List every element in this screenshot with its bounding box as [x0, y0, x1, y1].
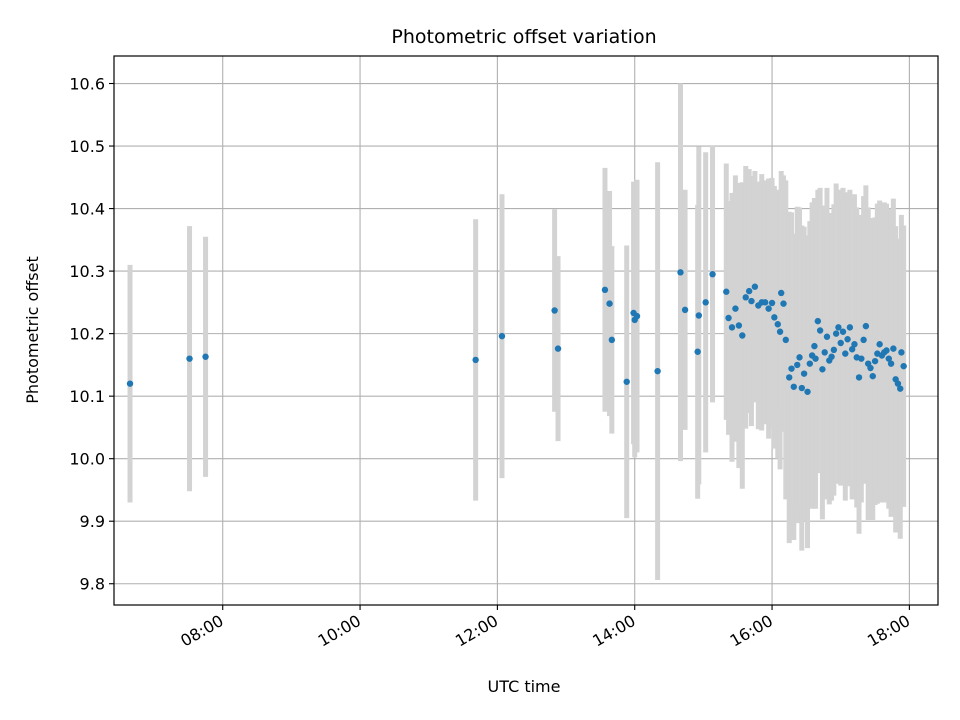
- y-tick-label: 9.8: [80, 575, 105, 594]
- data-point: [709, 271, 716, 278]
- data-point: [798, 384, 806, 392]
- data-point: [897, 385, 904, 392]
- data-point: [761, 299, 769, 306]
- tick-layer: 08:00 10:00 12:00 14:00 16:00 18:009.89.910.0…: [69, 75, 913, 651]
- data-point: [790, 383, 797, 390]
- data-point: [898, 349, 905, 356]
- data-point: [771, 314, 778, 321]
- data-point: [846, 324, 854, 331]
- data-point: [887, 360, 895, 367]
- x-axis-label: UTC time: [488, 677, 561, 696]
- data-point: [800, 370, 808, 377]
- y-axis-label: Photometric offset: [23, 256, 42, 404]
- data-point: [554, 345, 562, 352]
- data-point: [844, 336, 851, 343]
- data-point: [732, 305, 739, 312]
- data-point: [837, 339, 844, 347]
- data-point: [788, 365, 795, 372]
- data-point: [828, 353, 835, 360]
- data-point: [885, 355, 892, 362]
- data-point: [768, 299, 776, 307]
- data-point: [890, 345, 897, 352]
- data-point: [126, 380, 134, 387]
- y-tick-label: 10.5: [69, 137, 105, 156]
- data-point: [751, 283, 759, 290]
- data-point: [794, 361, 801, 369]
- data-point: [677, 269, 684, 276]
- data-point: [608, 336, 616, 344]
- data-point: [876, 341, 883, 348]
- data-point: [742, 294, 749, 301]
- chart-title: Photometric offset variation: [391, 26, 656, 48]
- point-layer: [126, 269, 907, 395]
- data-point: [776, 328, 784, 335]
- data-point: [804, 388, 811, 395]
- data-point: [695, 312, 703, 319]
- data-point: [871, 357, 879, 365]
- y-tick-label: 10.0: [69, 450, 105, 469]
- data-point: [748, 297, 755, 305]
- data-point: [782, 336, 789, 344]
- data-point: [832, 330, 840, 337]
- data-point: [842, 350, 849, 357]
- data-point: [839, 328, 847, 335]
- data-point: [786, 374, 793, 381]
- data-point: [823, 333, 831, 340]
- data-point: [765, 305, 772, 312]
- data-point: [806, 360, 814, 367]
- data-point: [694, 348, 701, 355]
- data-point: [472, 356, 479, 364]
- data-point: [498, 332, 506, 340]
- data-point: [774, 321, 781, 328]
- data-point: [551, 307, 558, 314]
- data-point: [869, 372, 876, 380]
- data-point: [814, 317, 822, 325]
- data-point: [830, 346, 838, 354]
- data-point: [835, 324, 842, 331]
- data-point: [862, 322, 870, 330]
- plot-frame: [113, 55, 939, 606]
- data-point: [739, 332, 746, 339]
- data-point: [848, 346, 856, 353]
- data-point: [811, 342, 818, 350]
- data-point: [633, 312, 641, 320]
- data-point: [745, 287, 753, 295]
- data-point: [860, 336, 867, 344]
- data-point: [186, 355, 193, 362]
- data-point: [780, 300, 787, 307]
- data-point: [202, 353, 209, 360]
- data-point: [883, 347, 890, 354]
- data-point: [894, 380, 902, 387]
- data-point: [606, 300, 613, 307]
- data-point: [728, 324, 736, 331]
- data-point: [681, 306, 689, 314]
- data-point: [819, 366, 826, 373]
- y-tick-label: 10.4: [69, 200, 105, 219]
- data-point: [855, 374, 863, 381]
- data-point: [725, 314, 732, 322]
- data-point: [778, 289, 785, 297]
- data-point: [623, 378, 630, 385]
- data-point: [796, 354, 803, 361]
- data-point: [601, 286, 609, 294]
- data-point: [723, 288, 730, 295]
- data-point: [851, 341, 858, 348]
- data-point: [816, 327, 824, 334]
- y-tick-label: 10.1: [69, 387, 105, 406]
- data-point: [867, 364, 874, 372]
- data-point: [654, 367, 661, 375]
- data-point: [821, 349, 828, 356]
- y-tick-label: 10.3: [69, 262, 105, 281]
- y-tick-label: 10.2: [69, 325, 105, 344]
- data-point: [900, 362, 907, 370]
- data-point: [702, 299, 709, 306]
- data-point: [735, 322, 743, 329]
- y-tick-label: 9.9: [80, 512, 105, 531]
- y-tick-label: 10.6: [69, 75, 105, 94]
- data-point: [858, 355, 865, 362]
- data-point: [812, 355, 819, 362]
